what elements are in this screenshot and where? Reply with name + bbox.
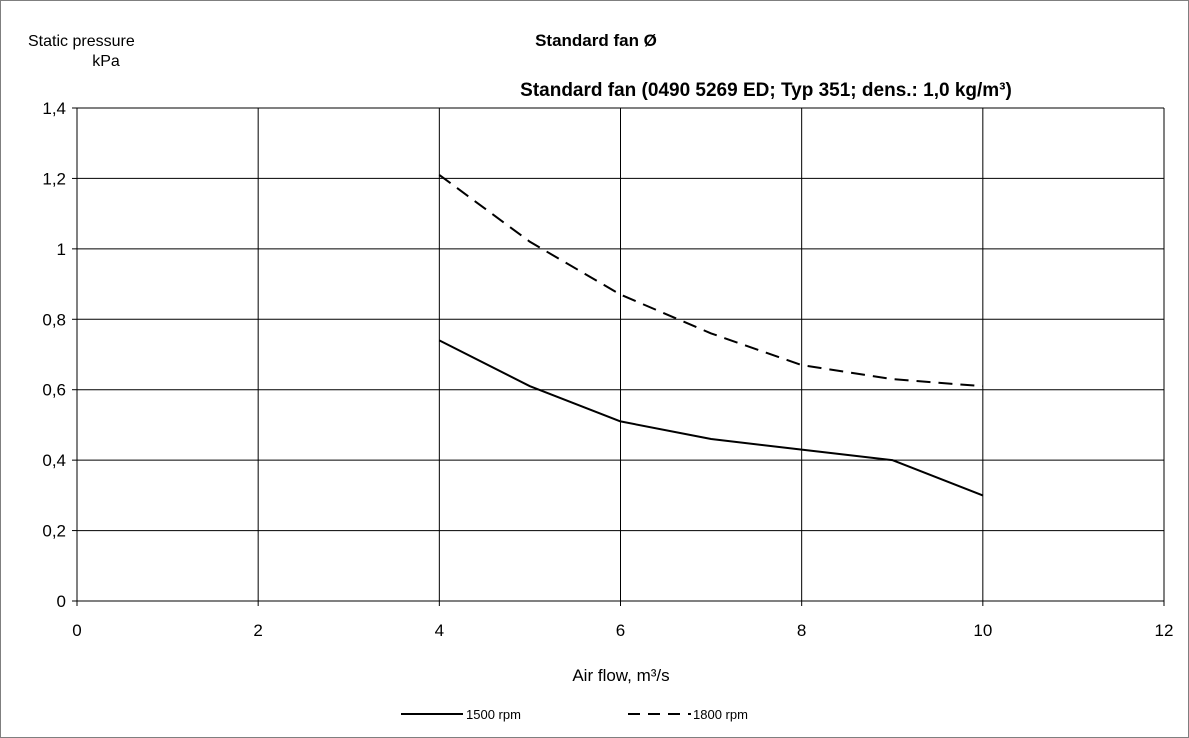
tick-labels: 0 0,2 0,4 0,6 0,8 1 1,2 1,4 0 2 4 6 8 10 12: [42, 99, 1173, 640]
y-tick-label: 1,4: [42, 99, 66, 118]
y-tick-label: 1: [57, 240, 66, 259]
y-axis-label-line2: kPa: [92, 53, 120, 70]
series-line-1500rpm: [438, 339, 984, 497]
x-tick-label: 12: [1155, 621, 1174, 640]
y-tick-label: 0: [57, 592, 66, 611]
y-tick-label: 0,6: [42, 381, 66, 400]
series-line-1800rpm: [438, 174, 983, 388]
axes: [72, 107, 1165, 606]
legend-label-1500rpm: 1500 rpm: [466, 707, 521, 722]
y-axis-label-line1: Static pressure: [28, 33, 135, 50]
series-lines: [438, 174, 984, 497]
y-tick-label: 1,2: [42, 169, 66, 188]
y-tick-label: 0,2: [42, 522, 66, 541]
x-tick-label: 8: [797, 621, 806, 640]
legend: 1500 rpm 1800 rpm: [401, 707, 748, 722]
y-tick-label: 0,8: [42, 310, 66, 329]
x-axis-label: Air flow, m³/s: [572, 666, 669, 685]
x-tick-label: 10: [973, 621, 992, 640]
grid-lines: [77, 107, 1165, 601]
legend-label-1800rpm: 1800 rpm: [693, 707, 748, 722]
y-tick-label: 0,4: [42, 451, 66, 470]
chart-subtitle: Standard fan (0490 5269 ED; Typ 351; den…: [520, 80, 1012, 101]
x-tick-label: 2: [253, 621, 262, 640]
x-tick-label: 4: [435, 621, 444, 640]
chart-title: Standard fan Ø: [535, 31, 657, 50]
x-tick-label: 0: [72, 621, 81, 640]
x-tick-label: 6: [616, 621, 625, 640]
